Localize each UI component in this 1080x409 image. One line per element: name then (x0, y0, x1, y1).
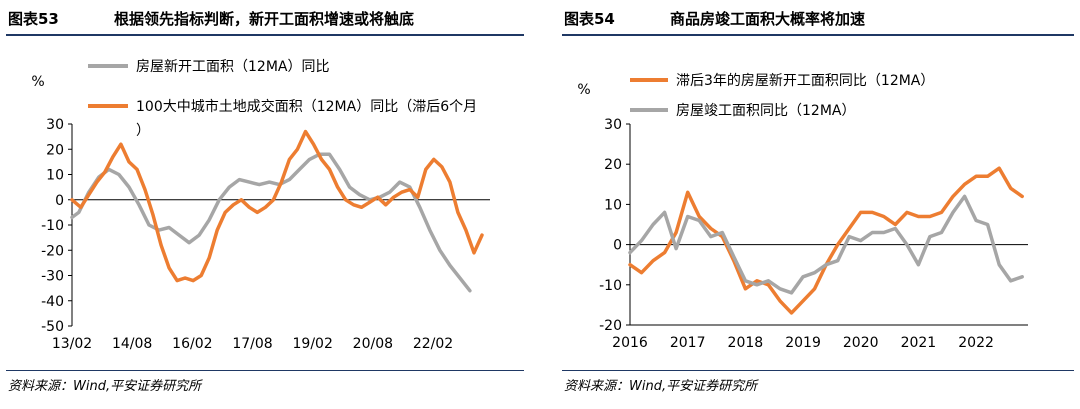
chart-footer: 资料来源：Wind,平安证券研究所 (6, 370, 524, 399)
line-chart-54: % -20 -10 0 10 20 30 2016 2017 2018 2019 2020 2021 20… (577, 73, 1028, 351)
chart-panel-54: 图表54 商品房竣工面积大概率将加速 % -20 -10 0 10 20 30 2016 201… (556, 0, 1080, 409)
x-tick-label: 19/02 (293, 336, 333, 352)
x-tick-label: 2017 (670, 335, 706, 351)
y-tick-label: -30 (41, 269, 64, 285)
x-tick-label: 2018 (728, 335, 764, 351)
y-tick-label: -10 (41, 218, 64, 234)
y-tick-label: 30 (604, 117, 622, 133)
y-tick-label: 10 (46, 168, 64, 184)
figure-label: 图表54 (564, 10, 615, 28)
chart-title: 根据领先指标判断，新开工面积增速或将触底 (114, 10, 415, 28)
legend-label: 房屋新开工面积（12MA）同比 (136, 59, 329, 75)
chart-panel-53: 图表53 根据领先指标判断，新开工面积增速或将触底 % -50 -40 -30 -20 -… (0, 0, 530, 409)
figure-label: 图表53 (8, 10, 59, 28)
legend-label: 100大中城市土地成交面积（12MA）同比（滞后6个月 (136, 98, 477, 115)
line-chart-53: % -50 -40 -30 -20 -10 0 10 20 30 13/02 14/08 16/02 17… (31, 59, 490, 352)
x-tick-label: 20/08 (353, 336, 393, 352)
x-tick-label: 2022 (958, 335, 994, 351)
y-tick-label: 0 (55, 193, 64, 209)
y-tick-label: -20 (599, 318, 622, 334)
chart-header: 图表53 根据领先指标判断，新开工面积增速或将触底 (6, 4, 524, 36)
x-tick-label: 17/08 (232, 336, 272, 352)
y-tick-label: 30 (46, 117, 64, 133)
x-tick-label: 2020 (843, 335, 879, 351)
x-tick-label: 2019 (785, 335, 821, 351)
x-tick-label: 2021 (901, 335, 937, 351)
legend-label: 房屋竣工面积同比（12MA） (676, 103, 855, 119)
legend-label: 滞后3年的房屋新开工面积同比（12MA） (676, 73, 934, 89)
legend-label-cont: ） (136, 123, 150, 139)
x-tick-label: 2016 (612, 335, 648, 351)
y-tick-label: 10 (604, 197, 622, 213)
chart-header: 图表54 商品房竣工面积大概率将加速 (562, 4, 1074, 36)
x-tick-label: 13/02 (52, 336, 92, 352)
y-tick-label: -20 (41, 243, 64, 259)
x-tick-label: 14/08 (112, 336, 152, 352)
source-note: 资料来源：Wind,平安证券研究所 (8, 379, 202, 394)
y-tick-label: 20 (46, 142, 64, 158)
chart-footer: 资料来源：Wind,平安证券研究所 (562, 370, 1074, 399)
x-tick-label: 22/02 (413, 336, 453, 352)
series-line-1 (70, 152, 472, 293)
y-axis-label: % (31, 74, 44, 90)
y-tick-label: -10 (599, 278, 622, 294)
series-line-2 (628, 194, 1024, 295)
series-line-1 (628, 166, 1024, 315)
source-note: 资料来源：Wind,平安证券研究所 (564, 379, 758, 394)
series-line-2 (70, 129, 484, 283)
chart-title: 商品房竣工面积大概率将加速 (670, 10, 866, 28)
y-tick-label: -40 (41, 294, 64, 310)
y-tick-label: 20 (604, 157, 622, 173)
y-tick-label: -50 (41, 319, 64, 335)
x-tick-label: 16/02 (172, 336, 212, 352)
y-tick-label: 0 (613, 238, 622, 254)
y-axis-label: % (577, 82, 590, 98)
